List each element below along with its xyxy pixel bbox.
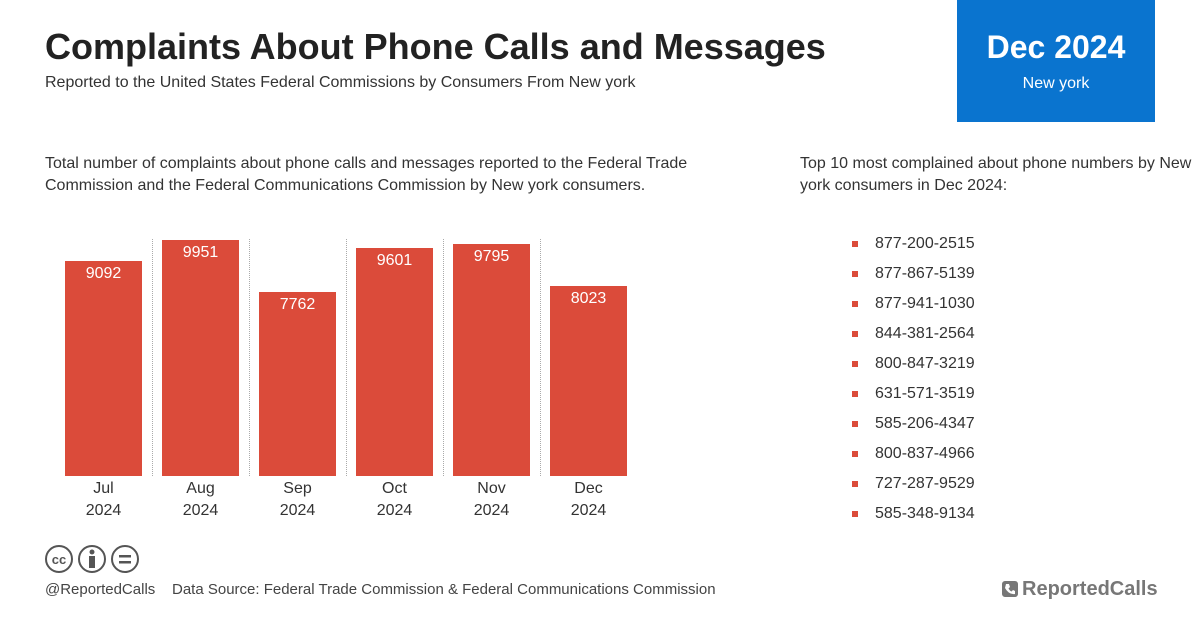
bar (356, 248, 433, 476)
value-label: 9601 (376, 252, 413, 270)
value-label: 9951 (182, 244, 219, 262)
x-tick-label: Aug 2024 (182, 480, 219, 519)
bar (162, 240, 239, 476)
bar (550, 285, 627, 476)
footer-handle: @ReportedCalls (45, 581, 156, 598)
footer-brand: ReportedCalls (1022, 578, 1158, 600)
phone-number: 844-381-2564 (850, 323, 975, 353)
value-label: 9092 (85, 264, 122, 282)
separator (443, 239, 444, 476)
number-list: 877-200-2515 877-867-5139 877-941-1030 844-… (850, 233, 975, 533)
x-tick: Oct 2024 (346, 478, 443, 522)
x-tick: Sep 2024 (249, 478, 346, 522)
subtitle: Reported to the United States Federal Co… (45, 74, 636, 91)
svg-text:cc: cc (52, 552, 66, 567)
phone-number: 877-867-5139 (850, 263, 975, 293)
badge: Dec 2024 New york (957, 0, 1155, 122)
phone-number: 877-200-2515 (850, 233, 975, 263)
phone-number: 631-571-3519 (850, 383, 975, 413)
badge-location: New york (1022, 75, 1090, 92)
value-label: 7762 (279, 296, 316, 314)
title: Complaints About Phone Calls and Message… (45, 26, 826, 67)
value-label: 8023 (570, 289, 607, 307)
chart-description: Total number of complaints about phone c… (45, 155, 688, 194)
x-tick: Aug 2024 (152, 478, 249, 522)
x-tick-label: Nov 2024 (473, 480, 510, 519)
x-tick-label: Dec 2024 (570, 480, 607, 519)
license-icons: cc (45, 545, 139, 573)
bar (259, 292, 336, 476)
x-tick-label: Oct 2024 (376, 480, 413, 519)
x-tick: Nov 2024 (443, 478, 540, 522)
list-heading: Top 10 most complained about phone numbe… (800, 155, 1192, 194)
phone-number: 727-287-9529 (850, 473, 975, 503)
phone-number: 585-348-9134 (850, 503, 975, 533)
separator (249, 239, 250, 476)
chart: 9092 Jul 2024 9951 Aug 2024 7762 Sep 2024 9601… (55, 239, 637, 522)
footer-source: Data Source: Federal Trade Commission & … (172, 581, 716, 598)
bar (65, 260, 142, 476)
x-tick-label: Jul 2024 (85, 480, 122, 519)
value-label: 9795 (473, 247, 510, 265)
x-tick: Dec 2024 (540, 478, 637, 522)
separator (152, 239, 153, 476)
phone-number: 877-941-1030 (850, 293, 975, 323)
bar (453, 243, 530, 476)
x-tick-label: Sep 2024 (279, 480, 316, 519)
phone-number: 585-206-4347 (850, 413, 975, 443)
separator (540, 239, 541, 476)
phone-number: 800-847-3219 (850, 353, 975, 383)
x-tick: Jul 2024 (55, 478, 152, 522)
separator (346, 239, 347, 476)
brand-icon (1002, 581, 1018, 597)
badge-period: Dec 2024 (986, 29, 1126, 65)
phone-number: 800-837-4966 (850, 443, 975, 473)
